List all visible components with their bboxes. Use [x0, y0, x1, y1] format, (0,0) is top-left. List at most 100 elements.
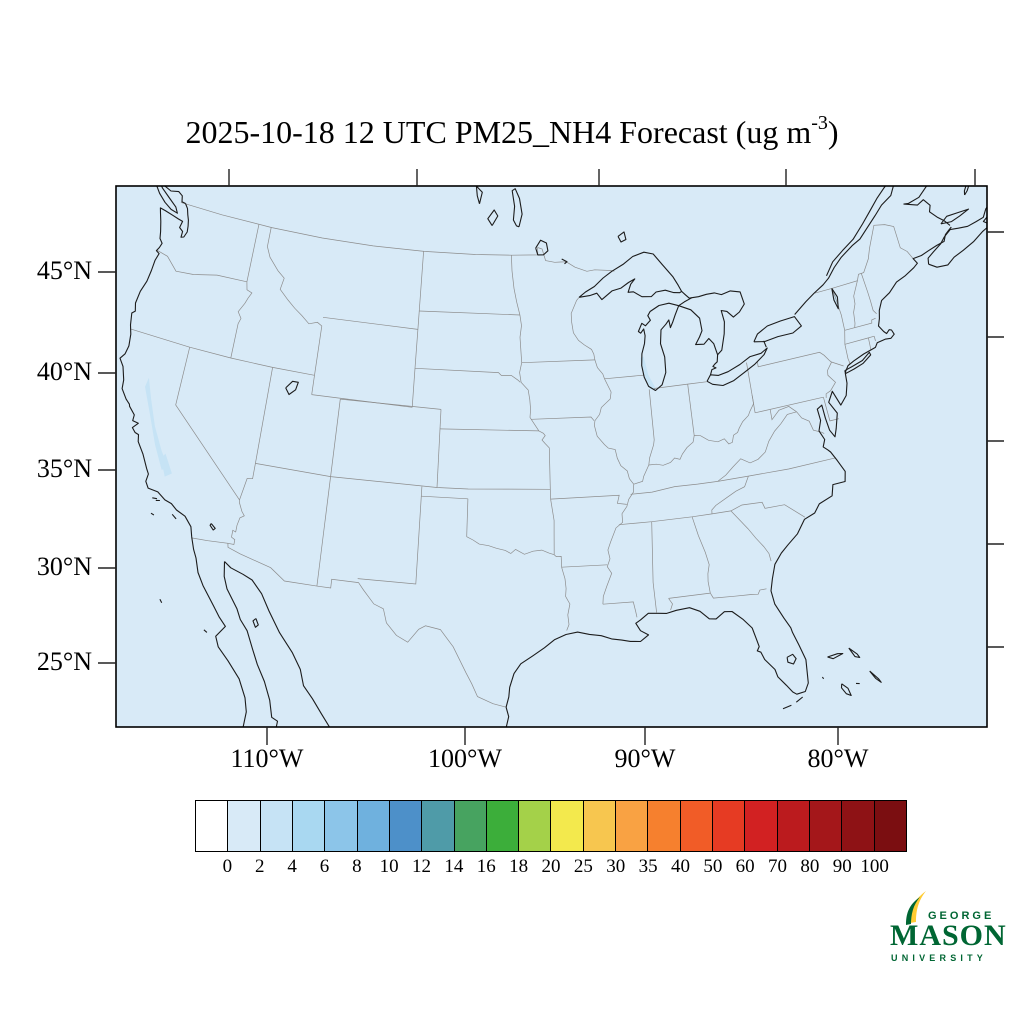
state-border-line [668, 598, 673, 611]
coastline [786, 653, 797, 665]
state-border-line [717, 457, 836, 482]
colorbar-tick-label: 16 [476, 856, 496, 877]
state-border-line [175, 347, 240, 501]
coastline [848, 647, 861, 659]
coastline [831, 288, 839, 310]
state-border-line [466, 498, 469, 537]
state-border-line [311, 394, 413, 408]
state-border-line [825, 362, 836, 398]
concentration-patch [161, 453, 172, 477]
state-border-line [687, 384, 695, 436]
state-border-line [322, 316, 418, 330]
colorbar-cell [357, 801, 390, 851]
colorbar-tick-label: 14 [444, 856, 464, 877]
colorbar-tick-label: 30 [606, 856, 626, 877]
state-border-line [267, 227, 323, 376]
concentration-patch [640, 356, 657, 390]
gmu-logo-george-text: GEORGE [928, 910, 995, 922]
colorbar-cell [260, 801, 293, 851]
map-background-field [116, 186, 987, 727]
state-border-line [844, 317, 876, 331]
state-border-line [521, 359, 595, 364]
colorbar-tick-label: 4 [287, 856, 297, 877]
colorbar-cell [745, 801, 778, 851]
plot-title-end: ) [827, 114, 839, 150]
colorbar-tick-label: 8 [352, 856, 362, 877]
coastline [709, 354, 719, 375]
colorbar-cell [648, 801, 681, 851]
state-border-line [823, 397, 839, 422]
state-border-line [831, 361, 844, 367]
concentration-patch [145, 377, 169, 470]
colorbar-cell [583, 801, 617, 851]
gmu-logo-university-text: UNIVERSITY [891, 953, 988, 963]
state-border-line [421, 495, 468, 500]
state-border-line [230, 281, 253, 359]
state-border-line [668, 592, 711, 599]
coastline [150, 512, 155, 516]
coastline [224, 561, 331, 727]
state-border-line [602, 484, 635, 605]
coastline [209, 523, 216, 531]
state-border-line [411, 251, 424, 408]
state-border-line [561, 564, 608, 568]
colorbar-cell [519, 801, 552, 851]
coastline [511, 188, 523, 228]
colorbar-tick-label: 2 [254, 856, 265, 877]
george-mason-university-logo: GEORGE MASON UNIVERSITY [882, 891, 1018, 979]
state-border-line [550, 494, 627, 505]
coastline [152, 497, 158, 500]
coastline [171, 513, 177, 520]
state-border-line [246, 224, 260, 282]
coastline [535, 239, 549, 256]
state-border-line [511, 255, 521, 316]
state-border-line [561, 567, 571, 631]
state-border-line [316, 476, 331, 587]
lon-tick-label: 100°W [428, 744, 502, 773]
state-border-line [466, 536, 555, 556]
coastline [903, 186, 951, 226]
plot-title-main: 2025-10-18 12 UTC PM25_NH4 Forecast (ug … [185, 114, 812, 150]
state-border-line [691, 516, 711, 594]
colorbar-cell [551, 801, 584, 851]
colorbar-tick-label: 60 [735, 856, 755, 877]
coastline [223, 561, 279, 727]
colorbar-cell [777, 801, 810, 851]
lon-tick-label: 80°W [807, 744, 869, 773]
state-border-line [602, 601, 638, 618]
state-border-line [860, 273, 877, 315]
state-border-line [419, 310, 520, 316]
coastline [681, 290, 693, 299]
colorbar-cell [228, 801, 261, 851]
coastline [795, 696, 804, 703]
state-border-line [730, 510, 772, 562]
state-border-line [633, 464, 650, 485]
coastline [782, 704, 792, 710]
plot-title: 2025-10-18 12 UTC PM25_NH4 Forecast (ug … [0, 112, 1024, 151]
state-border-line [756, 351, 832, 368]
coastline [119, 203, 193, 537]
state-border-line [157, 249, 247, 283]
state-border-line [853, 280, 858, 328]
state-border-line [357, 486, 423, 585]
lat-tick-label: 45°N [36, 256, 92, 285]
colorbar-cell [680, 801, 713, 851]
state-border-line [414, 367, 521, 383]
coastline [794, 186, 894, 315]
state-border-line [710, 588, 767, 599]
coastline [844, 351, 872, 374]
coastline [561, 258, 568, 265]
lat-tick-label: 40°N [36, 357, 92, 386]
coastline [617, 231, 627, 243]
state-border-line [651, 521, 657, 613]
state-border-line [746, 362, 756, 413]
colorbar-cell [486, 801, 520, 851]
lon-tick-label: 110°W [230, 744, 304, 773]
coastline [252, 618, 259, 628]
lat-tick-label: 35°N [36, 454, 92, 483]
colorbar-cell [616, 801, 649, 851]
state-border-line [755, 396, 824, 414]
state-border-line [180, 202, 539, 256]
concentration-patch [831, 288, 839, 309]
colorbar [195, 800, 907, 852]
